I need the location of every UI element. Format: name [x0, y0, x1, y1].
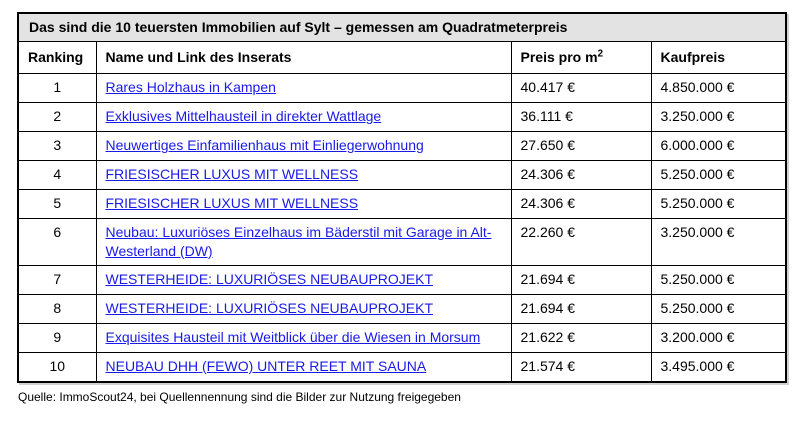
name-cell: WESTERHEIDE: LUXURIÖSES NEUBAUPROJEKT	[95, 265, 512, 295]
table-row: 2 Exklusives Mittelhausteil in direkter …	[17, 102, 787, 132]
col-header-name: Name und Link des Inserats	[95, 41, 512, 74]
price-per-sqm-cell: 21.622 €	[510, 323, 652, 353]
col-header-ranking: Ranking	[17, 41, 97, 74]
listing-link[interactable]: FRIESISCHER LUXUS MIT WELLNESS	[105, 195, 359, 211]
purchase-price-cell: 3.250.000 €	[650, 218, 787, 266]
name-cell: WESTERHEIDE: LUXURIÖSES NEUBAUPROJEKT	[95, 294, 512, 324]
page: Das sind die 10 teuersten Immobilien auf…	[17, 12, 788, 404]
name-cell: NEUBAU DHH (FEWO) UNTER REET MIT SAUNA	[95, 352, 512, 382]
purchase-price-cell: 5.250.000 €	[650, 160, 787, 190]
listing-link[interactable]: NEUBAU DHH (FEWO) UNTER REET MIT SAUNA	[105, 358, 427, 374]
price-per-sqm-cell: 21.694 €	[510, 265, 652, 295]
purchase-price-cell: 5.250.000 €	[650, 294, 787, 324]
ranking-cell: 8	[17, 294, 97, 324]
table-row: 3 Neuwertiges Einfamilienhaus mit Einlie…	[17, 131, 787, 161]
ranking-cell: 7	[17, 265, 97, 295]
table-row: 8 WESTERHEIDE: LUXURIÖSES NEUBAUPROJEKT …	[17, 294, 787, 324]
name-cell: Exquisites Hausteil mit Weitblick über d…	[95, 323, 512, 353]
table-row: 7 WESTERHEIDE: LUXURIÖSES NEUBAUPROJEKT …	[17, 265, 787, 295]
purchase-price-cell: 3.250.000 €	[650, 102, 787, 132]
ranking-cell: 6	[17, 218, 97, 266]
name-cell: Exklusives Mittelhausteil in direkter Wa…	[95, 102, 512, 132]
listing-link[interactable]: WESTERHEIDE: LUXURIÖSES NEUBAUPROJEKT	[105, 271, 434, 287]
listing-link[interactable]: WESTERHEIDE: LUXURIÖSES NEUBAUPROJEKT	[105, 300, 434, 316]
squared-superscript: 2	[597, 48, 604, 60]
table-row: 4 FRIESISCHER LUXUS MIT WELLNESS 24.306 …	[17, 160, 787, 190]
purchase-price-cell: 5.250.000 €	[650, 265, 787, 295]
purchase-price-cell: 3.495.000 €	[650, 352, 787, 382]
price-per-sqm-cell: 36.111 €	[510, 102, 652, 132]
ranking-cell: 10	[17, 352, 97, 382]
ranking-cell: 5	[17, 189, 97, 219]
ranking-cell: 3	[17, 131, 97, 161]
purchase-price-cell: 6.000.000 €	[650, 131, 787, 161]
price-per-sqm-cell: 21.694 €	[510, 294, 652, 324]
ranking-cell: 2	[17, 102, 97, 132]
ranking-cell: 4	[17, 160, 97, 190]
purchase-price-cell: 4.850.000 €	[650, 73, 787, 103]
source-attribution: Quelle: ImmoScout24, bei Quellennennung …	[18, 389, 461, 404]
immobilien-table: Das sind die 10 teuersten Immobilien auf…	[17, 12, 788, 383]
table-row: 9 Exquisites Hausteil mit Weitblick über…	[17, 323, 787, 353]
price-per-sqm-label: Preis pro m	[520, 49, 598, 65]
price-per-sqm-cell: 40.417 €	[510, 73, 652, 103]
price-per-sqm-cell: 24.306 €	[510, 160, 652, 190]
listing-link[interactable]: FRIESISCHER LUXUS MIT WELLNESS	[105, 166, 359, 182]
listing-link[interactable]: Exquisites Hausteil mit Weitblick über d…	[105, 329, 481, 345]
table-title: Das sind die 10 teuersten Immobilien auf…	[17, 12, 787, 42]
ranking-cell: 9	[17, 323, 97, 353]
listing-link[interactable]: Neuwertiges Einfamilienhaus mit Einliege…	[105, 137, 424, 153]
purchase-price-cell: 5.250.000 €	[650, 189, 787, 219]
listing-link[interactable]: Neubau: Luxuriöses Einzelhaus im Bäderst…	[105, 224, 492, 259]
name-cell: FRIESISCHER LUXUS MIT WELLNESS	[95, 160, 512, 190]
listing-link[interactable]: Exklusives Mittelhausteil in direkter Wa…	[105, 108, 382, 124]
col-header-price-per-sqm: Preis pro m2	[510, 41, 652, 74]
price-per-sqm-cell: 22.260 €	[510, 218, 652, 266]
table-row: 10 NEUBAU DHH (FEWO) UNTER REET MIT SAUN…	[17, 352, 787, 382]
name-cell: FRIESISCHER LUXUS MIT WELLNESS	[95, 189, 512, 219]
listing-link[interactable]: Rares Holzhaus in Kampen	[105, 79, 276, 95]
table-row: 6 Neubau: Luxuriöses Einzelhaus im Bäder…	[17, 218, 787, 266]
ranking-cell: 1	[17, 73, 97, 103]
table-row: 5 FRIESISCHER LUXUS MIT WELLNESS 24.306 …	[17, 189, 787, 219]
name-cell: Rares Holzhaus in Kampen	[95, 73, 512, 103]
name-cell: Neuwertiges Einfamilienhaus mit Einliege…	[95, 131, 512, 161]
price-per-sqm-cell: 21.574 €	[510, 352, 652, 382]
price-per-sqm-cell: 27.650 €	[510, 131, 652, 161]
table-header-row: Ranking Name und Link des Inserats Preis…	[17, 41, 787, 74]
col-header-purchase-price: Kaufpreis	[650, 41, 787, 74]
price-per-sqm-cell: 24.306 €	[510, 189, 652, 219]
purchase-price-cell: 3.200.000 €	[650, 323, 787, 353]
table-body: 1 Rares Holzhaus in Kampen 40.417 € 4.85…	[17, 73, 787, 382]
name-cell: Neubau: Luxuriöses Einzelhaus im Bäderst…	[95, 218, 512, 266]
table-title-row: Das sind die 10 teuersten Immobilien auf…	[17, 12, 787, 42]
table-row: 1 Rares Holzhaus in Kampen 40.417 € 4.85…	[17, 73, 787, 103]
